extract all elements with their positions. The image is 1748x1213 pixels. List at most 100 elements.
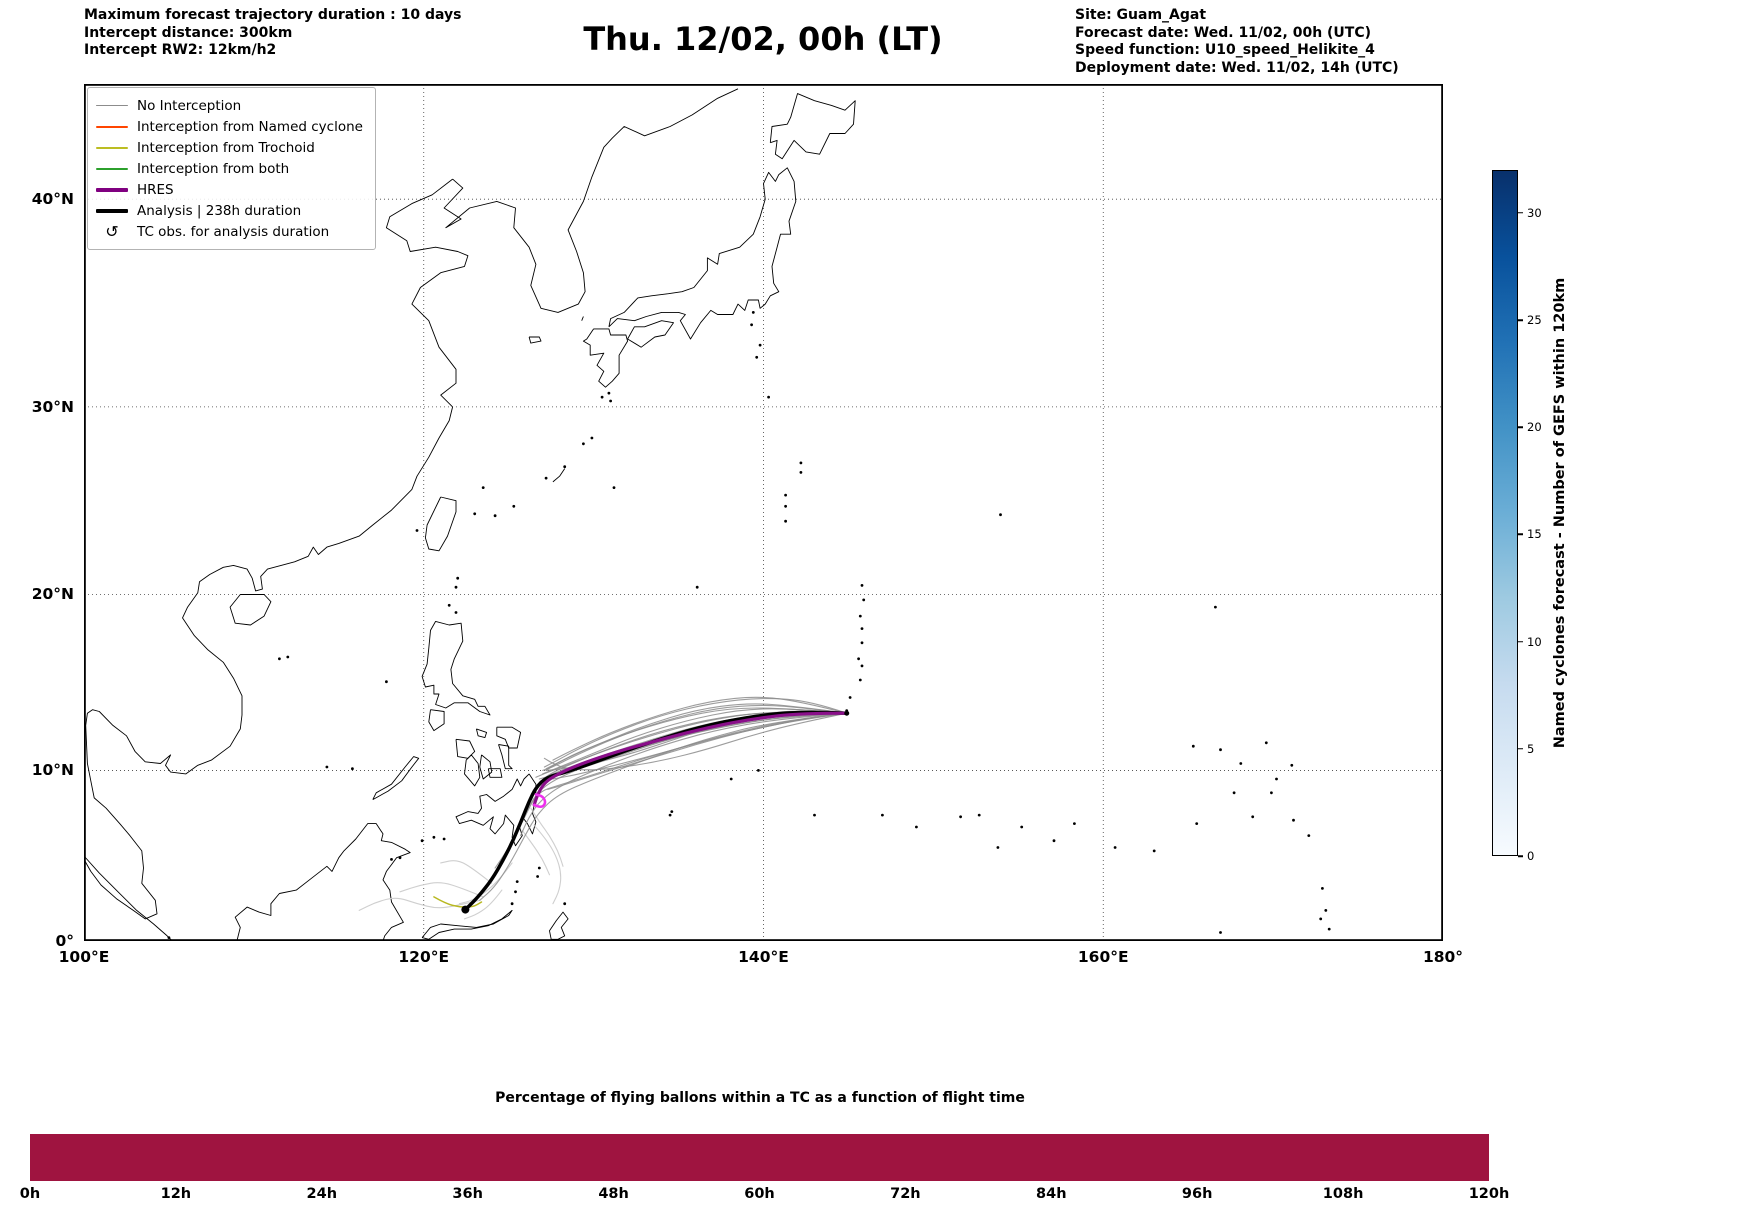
colorbar-tick-mark [1518, 533, 1523, 536]
island-dot [977, 813, 981, 817]
island-dot [167, 936, 171, 939]
bottom-tick-label: 0h [19, 1186, 41, 1202]
coastline-borneo [234, 823, 411, 941]
island-dot [1264, 741, 1268, 745]
island-dot [447, 603, 451, 607]
bottom-tick-label: 108h [1322, 1186, 1364, 1202]
legend-item: Interception from Trochoid [96, 137, 363, 158]
island-dot [612, 486, 616, 489]
trajectory-no-interception-faint [458, 862, 513, 905]
island-dot [758, 343, 762, 347]
forecast-params: Maximum forecast trajectory duration : 1… [84, 7, 461, 60]
island-dot [784, 504, 787, 508]
map-svg [84, 84, 1443, 941]
colorbar-tick-mark [1518, 426, 1523, 428]
island-dot [862, 598, 866, 602]
island-dot [1324, 909, 1328, 912]
island-dot [582, 442, 585, 446]
bottom-tick-label: 24h [306, 1186, 338, 1202]
legend-item-label: No Interception [137, 97, 242, 114]
colorbar-label: Named cyclones forecast - Number of GEFS… [1552, 277, 1568, 749]
island-dot [1214, 605, 1217, 609]
island-dot [857, 657, 860, 661]
bottom-tick-label: 48h [598, 1186, 629, 1202]
island-dot [729, 777, 733, 781]
y-tick-label: 40°N [31, 190, 74, 209]
legend-line-swatch [96, 104, 128, 107]
colorbar-tick-mark [1518, 640, 1523, 643]
island-dot [858, 678, 862, 682]
island-dot [510, 902, 514, 906]
island-dot [881, 813, 884, 817]
legend-item: HRES [96, 179, 363, 200]
param-max-duration: Maximum forecast trajectory duration : 1… [84, 7, 462, 23]
legend-item-label: Interception from both [137, 160, 290, 177]
island-dot [767, 395, 770, 399]
x-tick-label: 120°E [398, 948, 450, 966]
island-dot [999, 513, 1002, 517]
trajectory-no-interception [552, 696, 848, 761]
legend-item-label: Analysis | 238h duration [137, 202, 302, 219]
speed-function: Speed function: U10_speed_Helikite_4 [1075, 42, 1375, 58]
island-dot [607, 391, 611, 395]
legend-line [96, 167, 128, 170]
island-dot [1152, 849, 1156, 853]
legend-item-label: Interception from Named cyclone [137, 118, 363, 135]
coastline-luzon [421, 620, 491, 716]
island-dot [1219, 931, 1222, 934]
island-dot [481, 486, 485, 489]
island-dot [860, 584, 864, 587]
bottom-tick-label: 84h [1036, 1186, 1067, 1202]
x-tick-label: 100°E [58, 948, 110, 966]
param-intercept-rw2: Intercept RW2: 12km/h2 [84, 42, 277, 58]
trajectory-no-interception-faint [440, 860, 493, 884]
island-dot [1191, 744, 1195, 748]
legend-line-swatch [96, 125, 128, 128]
legend-item: ↺ TC obs. for analysis duration [96, 221, 363, 242]
y-tick-label: 30°N [31, 397, 74, 416]
legend-line-swatch [96, 208, 128, 213]
trajectory-no-interception [526, 712, 848, 806]
colorbar-gradient [1493, 171, 1517, 855]
x-tick-label: 180° [1422, 948, 1464, 966]
bottom-tick-label: 72h [890, 1186, 921, 1202]
legend-line-swatch [96, 187, 128, 192]
island-dot [544, 476, 548, 480]
trajectory-no-interception [545, 707, 848, 771]
island-dot [860, 641, 864, 645]
island-dot [512, 504, 516, 508]
x-tick-label: 160°E [1077, 948, 1129, 966]
coastline-sumatra-ne [84, 855, 173, 941]
island-dot [537, 866, 541, 870]
island-dot [860, 627, 864, 630]
island-dot [1195, 822, 1199, 825]
island-dot [415, 529, 419, 532]
coastline-tsushima [581, 316, 584, 321]
legend-line [96, 208, 128, 213]
coastline-hainan [229, 594, 272, 626]
island-dot [915, 825, 918, 829]
island-dot [351, 767, 354, 771]
map-border [84, 84, 1443, 941]
coastline-hokkaido [769, 93, 856, 160]
island-dot [454, 585, 458, 589]
deployment-date: Deployment date: Wed. 11/02, 14h (UTC) [1075, 59, 1399, 76]
island-dot [1113, 846, 1117, 849]
bottom-tick-label: 120h [1468, 1186, 1510, 1202]
colorbar-tick-label: 5 [1527, 741, 1535, 756]
colorbar-track [1492, 170, 1518, 856]
island-dot [1232, 791, 1236, 795]
coastline-bohol [487, 768, 503, 778]
coastline-russia-korea-east [443, 88, 739, 313]
legend-line [96, 125, 128, 128]
island-dot [325, 765, 329, 769]
param-intercept-distance: Intercept distance: 300km [84, 24, 293, 41]
legend-line [96, 104, 128, 107]
colorbar-tick-label: 0 [1527, 849, 1535, 863]
bottom-tick-label: 60h [744, 1186, 775, 1202]
island-dot [813, 813, 816, 817]
island-dot [757, 769, 760, 772]
colorbar-tick-label: 20 [1527, 420, 1542, 435]
coastline-shikoku [627, 320, 674, 348]
